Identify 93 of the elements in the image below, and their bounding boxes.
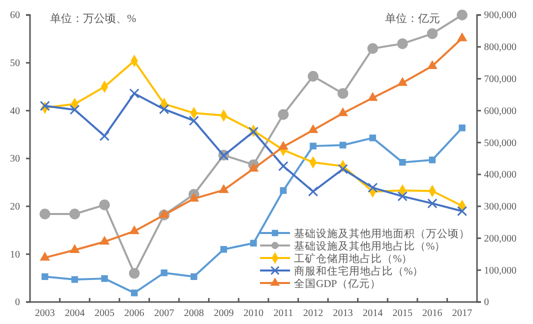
- point: [159, 104, 170, 114]
- point: [367, 43, 378, 54]
- x-tick-label: 2015: [392, 308, 412, 319]
- y2-tick-label: 400,000: [484, 170, 516, 181]
- y2-tick-label: 800,000: [484, 42, 516, 54]
- point: [278, 161, 288, 172]
- point: [368, 182, 378, 193]
- point: [278, 109, 289, 120]
- point: [188, 192, 199, 202]
- point: [128, 268, 140, 279]
- legend-label: 全国GDP（亿元）: [294, 278, 382, 290]
- point: [42, 273, 48, 280]
- point: [340, 142, 346, 148]
- x-tick-label: 2008: [184, 308, 204, 319]
- y2-tick-label: 600,000: [484, 106, 516, 117]
- point: [99, 236, 110, 245]
- y-tick-label: 60: [10, 10, 20, 22]
- point: [218, 184, 229, 194]
- point: [399, 158, 406, 166]
- x-tick-label: 2003: [34, 308, 55, 319]
- y-tick-label: 10: [10, 249, 20, 260]
- y-tick-label: 40: [10, 106, 20, 117]
- point: [427, 198, 438, 209]
- point: [369, 134, 376, 142]
- point: [338, 164, 348, 174]
- x-tick-label: 2017: [452, 308, 472, 319]
- y-axis-title: 单位：万公顷、%: [50, 12, 136, 25]
- x-tick-label: 2006: [124, 308, 144, 319]
- point: [428, 156, 436, 164]
- point: [190, 273, 198, 280]
- point: [338, 88, 348, 99]
- x-tick-label: 2004: [64, 308, 85, 319]
- legend-label: 基础设施及其他用地占比（%）: [294, 240, 446, 252]
- y-tick-label: 0: [15, 297, 20, 308]
- point: [250, 240, 257, 247]
- point: [308, 124, 318, 134]
- y2-tick-label: 100,000: [484, 265, 516, 276]
- point: [70, 104, 80, 115]
- point: [308, 186, 318, 197]
- point: [220, 246, 228, 253]
- x-tick-label: 2005: [94, 308, 114, 319]
- point: [71, 276, 78, 283]
- point: [40, 100, 50, 111]
- point: [130, 290, 138, 296]
- y2-tick-label: 0: [484, 297, 489, 308]
- point: [278, 140, 288, 150]
- x-tick-label: 2007: [154, 308, 174, 319]
- y2-tick-label: 900,000: [484, 10, 516, 22]
- legend-label: 基础设施及其他用地面积（万公顷）: [294, 227, 470, 240]
- point: [70, 244, 80, 253]
- point: [458, 124, 466, 132]
- point: [69, 208, 80, 220]
- y2-tick-label: 500,000: [484, 138, 516, 149]
- point: [397, 191, 408, 202]
- point: [397, 38, 408, 50]
- point: [427, 60, 438, 69]
- x-tick-label: 2011: [273, 308, 294, 319]
- point: [129, 225, 140, 234]
- legend-label: 商服和住宅用地占比（%）: [294, 264, 424, 278]
- point: [280, 187, 287, 194]
- y2-tick-label: 300,000: [484, 202, 516, 213]
- point: [40, 208, 50, 220]
- point: [188, 116, 199, 126]
- x-tick-label: 2010: [244, 308, 264, 319]
- point: [308, 70, 318, 82]
- point: [129, 88, 140, 98]
- x-tick-label: 2012: [303, 308, 324, 319]
- legend-label: 工矿仓储用地占比（%）: [294, 252, 413, 265]
- point: [338, 107, 348, 116]
- y2-tick-label: 700,000: [484, 74, 516, 85]
- point: [40, 252, 50, 261]
- point: [457, 206, 468, 216]
- x-tick-label: 2013: [332, 308, 353, 319]
- point: [457, 32, 468, 42]
- y-tick-label: 50: [10, 58, 20, 70]
- point: [99, 200, 110, 210]
- point: [456, 10, 468, 20]
- y2-axis-title: 单位：亿元: [385, 12, 440, 25]
- point: [101, 275, 108, 282]
- x-tick-label: 2009: [214, 308, 234, 319]
- y-tick-label: 20: [10, 202, 20, 213]
- point: [397, 77, 408, 86]
- point: [248, 162, 259, 172]
- point: [310, 142, 316, 150]
- point: [368, 92, 378, 101]
- point: [159, 209, 170, 218]
- point: [99, 130, 110, 142]
- point: [426, 28, 438, 39]
- y-tick-label: 30: [10, 154, 20, 165]
- y2-tick-label: 200,000: [484, 233, 516, 244]
- x-tick-label: 2014: [362, 308, 383, 319]
- point: [160, 269, 168, 276]
- x-tick-label: 2016: [422, 308, 442, 319]
